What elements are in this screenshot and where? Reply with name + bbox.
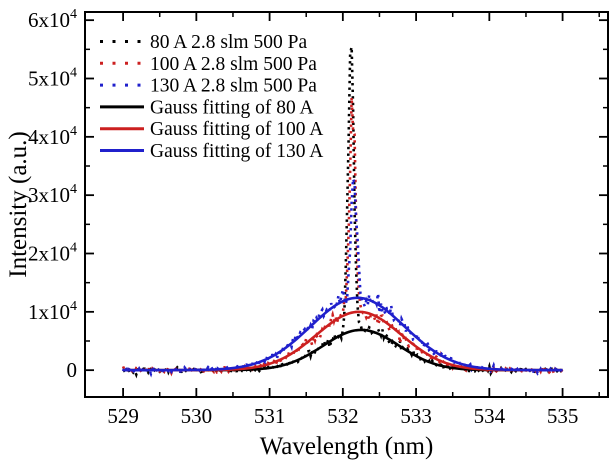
x-axis-title: Wavelength (nm) [260, 433, 434, 460]
x-tick-label: 530 [181, 404, 213, 428]
y-tick-label: 0 [67, 358, 78, 382]
legend-item: Gauss fitting of 80 A [100, 97, 314, 118]
legend-label: Gauss fitting of 100 A [150, 119, 323, 140]
y-axis-title: Intensity (a.u.) [5, 131, 32, 277]
legend-item: 80 A 2.8 slm 500 Pa [100, 32, 307, 53]
y-tick-label: 1x104 [28, 299, 77, 324]
legend-label: 130 A 2.8 slm 500 Pa [150, 76, 317, 97]
y-tick-label: 4x104 [28, 124, 77, 149]
legend-item: Gauss fitting of 130 A [100, 141, 323, 162]
legend-label: 100 A 2.8 slm 500 Pa [150, 54, 317, 75]
legend-item: Gauss fitting of 100 A [100, 119, 323, 140]
legend-label: Gauss fitting of 80 A [150, 97, 314, 118]
y-tick-label: 2x104 [28, 241, 77, 266]
x-tick-label: 533 [400, 404, 432, 428]
x-tick-label: 535 [547, 404, 579, 428]
y-tick-label: 3x104 [28, 182, 77, 207]
chart-generated-content: 529 530 531 532 533 534 535 0 1x104 2x104 3x104 4x1… [28, 7, 608, 428]
series-data-2 [121, 178, 564, 378]
legend-item: 130 A 2.8 slm 500 Pa [100, 76, 317, 97]
x-tick-label: 529 [107, 404, 139, 428]
legend-label: Gauss fitting of 130 A [150, 141, 323, 162]
legend-item: 100 A 2.8 slm 500 Pa [100, 54, 317, 75]
plot-frame [84, 11, 609, 398]
y-tick-label: 6x104 [28, 7, 77, 32]
series-fit-3 [123, 328, 563, 372]
x-tick-label: 531 [254, 404, 286, 428]
x-tick-label: 532 [327, 404, 359, 428]
x-tick-label: 534 [474, 404, 506, 428]
legend-label: 80 A 2.8 slm 500 Pa [150, 32, 307, 53]
series-fit-5 [123, 296, 563, 372]
y-tick-label: 5x104 [28, 66, 77, 91]
